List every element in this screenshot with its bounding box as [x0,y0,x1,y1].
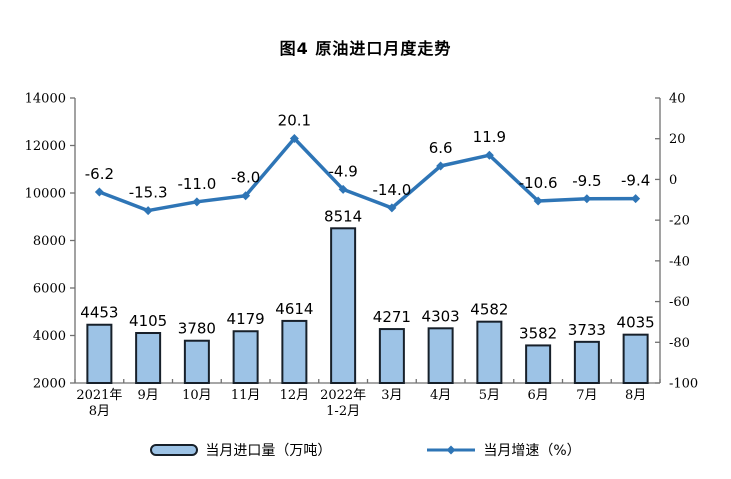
bar-import-volume [281,319,308,385]
x-axis-category-label: 3月 [381,388,402,403]
bar-value-label: 4303 [422,307,460,325]
line-value-label: 6.6 [429,139,453,157]
right-axis-tick-label: 20 [669,132,686,147]
legend-diamond-icon [446,445,456,455]
line-value-label: -6.2 [85,165,114,183]
line-point-marker [631,194,641,204]
bar-value-label: 4271 [373,308,411,326]
left-axis-tick-label: 8000 [33,234,66,249]
x-axis-category-label: 12月 [280,388,310,403]
line-point-marker [436,161,446,171]
x-axis-category-label: 9月 [137,388,158,403]
bar-import-volume [330,227,357,384]
growth-rate-line [97,136,638,213]
line-point-marker [387,203,397,213]
bar-value-label: 3582 [519,324,557,342]
bar-import-volume [86,323,113,384]
bar-import-volume [183,339,210,385]
line-value-label: -15.3 [129,184,168,202]
x-axis-category-label: 10月 [182,388,212,403]
line-point-marker [484,150,494,160]
right-axis-tick-label: -80 [669,336,690,351]
bar-import-volume [378,328,405,384]
bar-value-label: 4453 [80,304,118,322]
bar-value-label: 8514 [324,207,362,225]
left-axis-tick-label: 2000 [33,377,66,392]
line-point-marker [338,184,348,194]
line-value-label: -14.0 [372,181,411,199]
line-value-label: -8.0 [231,169,260,187]
line-series-swatch-icon [427,445,476,455]
line-point-marker [241,191,251,201]
x-axis-category-label: 6月 [527,388,548,403]
bar-value-label: 4614 [275,300,313,318]
x-axis-category-label: 2021年 8月 [76,388,122,419]
bar-import-volume [232,330,259,384]
x-axis-category-label: 11月 [231,388,261,403]
line-point-marker [94,187,104,197]
bar-series-swatch-icon [150,444,199,456]
bar-value-label: 4105 [129,312,167,330]
legend-item-growth-rate: 当月增速（%） [426,440,581,460]
right-axis-tick-label: 40 [669,92,686,107]
line-point-marker [192,197,202,207]
bar-import-volume [476,320,503,384]
line-series-label: 当月增速（%） [483,443,581,459]
x-axis-category-label: 8月 [625,388,646,403]
line-value-label: -9.5 [572,172,601,190]
bar-import-volume [525,344,552,384]
left-axis-tick-label: 4000 [33,329,66,344]
right-axis-tick-label: -60 [669,295,690,310]
left-axis-tick-label: 6000 [33,282,66,297]
x-axis-category-label: 7月 [576,388,597,403]
line-point-marker [289,134,299,144]
bar-series-label: 当月进口量（万吨） [205,443,332,459]
line-value-label: -4.9 [328,162,357,180]
bar-value-label: 3733 [568,321,606,339]
right-axis-tick-label: 0 [669,173,677,188]
bar-import-volume [427,327,454,384]
right-axis-tick-label: -40 [669,254,690,269]
bar-value-label: 4035 [617,314,655,332]
legend: 当月进口量（万吨） 当月增速（%） [0,440,731,460]
right-axis-tick-label: -20 [669,214,690,229]
left-axis-tick-label: 14000 [25,92,66,107]
bar-value-label: 3780 [178,320,216,338]
line-point-marker [143,206,153,216]
line-value-label: 20.1 [278,112,311,130]
line-value-label: -9.4 [621,172,650,190]
bar-value-label: 4179 [227,310,265,328]
bar-import-volume [135,332,162,385]
bar-import-volume [573,340,600,384]
left-axis-tick-label: 12000 [25,139,66,154]
legend-item-import-volume: 当月进口量（万吨） [150,440,331,460]
bar-import-volume [622,333,649,385]
left-axis-tick-label: 10000 [25,187,66,202]
x-axis-category-label: 5月 [479,388,500,403]
line-value-label: -11.0 [177,175,216,193]
line-value-label: 11.9 [473,128,506,146]
x-axis-category-label: 2022年 1-2月 [320,388,366,419]
chart-title: 图4 原油进口月度走势 [279,39,452,58]
bar-value-label: 4582 [470,301,508,319]
line-value-label: -10.6 [519,174,558,192]
right-axis-tick-label: -100 [669,377,698,392]
x-axis-category-label: 4月 [430,388,451,403]
line-point-marker [582,194,592,204]
line-point-marker [533,196,543,206]
